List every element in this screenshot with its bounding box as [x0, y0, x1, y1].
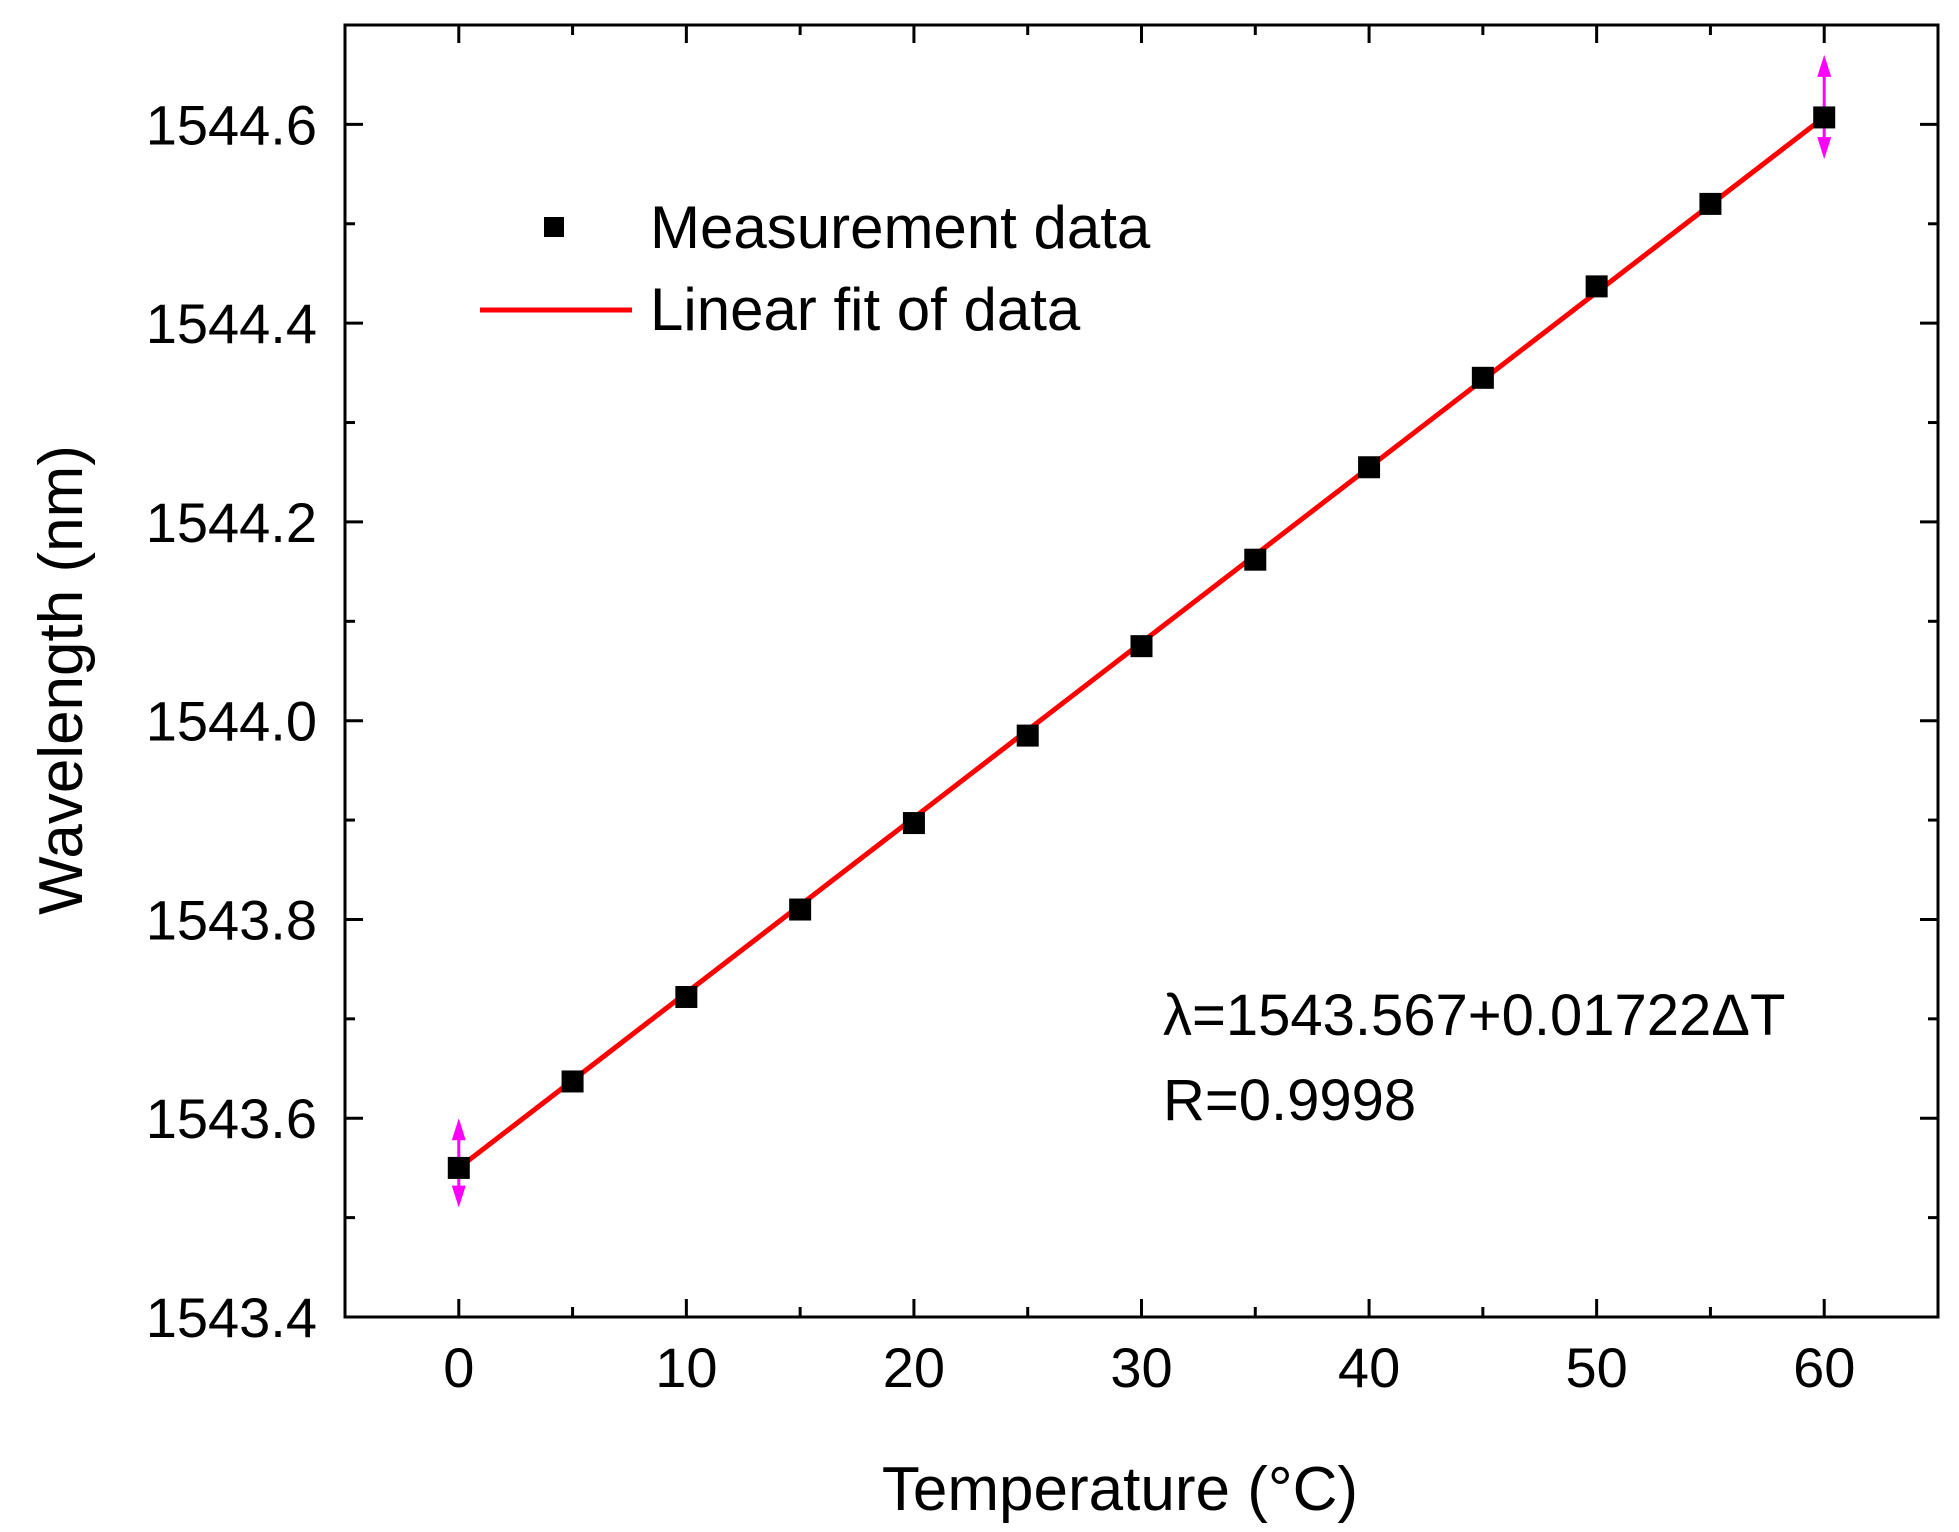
- x-tick-label: 50: [1565, 1336, 1627, 1399]
- data-point: [1585, 275, 1608, 298]
- x-tick-label: 10: [655, 1336, 717, 1399]
- data-point: [1244, 548, 1267, 571]
- data-point: [447, 1156, 470, 1179]
- points-layer: [447, 106, 1836, 1179]
- x-axis-title: Temperature (°C): [882, 1455, 1358, 1524]
- ticks: [343, 23, 1940, 1319]
- error-arrow-down: [451, 1185, 466, 1208]
- y-tick-label: 1543.8: [146, 888, 317, 951]
- data-point: [1699, 192, 1722, 215]
- x-tick-label: 30: [1110, 1336, 1172, 1399]
- legend-label-fit: Linear fit of data: [650, 276, 1081, 343]
- y-tick-label: 1544.0: [146, 690, 317, 753]
- data-point: [1358, 456, 1381, 479]
- legend-label-measurement: Measurement data: [650, 194, 1151, 261]
- fit-equation: λ=1543.567+0.01722ΔT: [1163, 983, 1785, 1048]
- error-arrow-up: [1817, 54, 1832, 77]
- data-point: [1813, 106, 1836, 129]
- x-tick-label: 20: [883, 1336, 945, 1399]
- y-axis-title: Wavelength (nm): [27, 445, 96, 915]
- y-tick-label: 1544.2: [146, 491, 317, 554]
- error-arrow-down: [1817, 137, 1832, 160]
- y-tick-label: 1544.4: [146, 292, 317, 355]
- data-point: [1016, 724, 1039, 747]
- r-value: R=0.9998: [1163, 1068, 1416, 1133]
- data-point: [1471, 366, 1494, 389]
- x-tick-label: 0: [443, 1336, 474, 1399]
- data-point: [789, 898, 812, 921]
- y-tick-label: 1544.6: [146, 93, 317, 156]
- legend-marker-measurement: [544, 217, 564, 237]
- y-tick-label: 1543.4: [146, 1286, 317, 1349]
- data-point: [1130, 635, 1153, 658]
- data-point: [902, 812, 925, 835]
- x-tick-label: 60: [1793, 1336, 1855, 1399]
- legend: Measurement data Linear fit of data: [480, 194, 1151, 343]
- y-tick-label: 1543.6: [146, 1087, 317, 1150]
- tick-labels: 0 10 20 30 40 50 60 1543.4 1543.6 1543.8 1544.0 154…: [146, 93, 1856, 1399]
- data-point: [675, 985, 698, 1008]
- x-tick-label: 40: [1338, 1336, 1400, 1399]
- data-point: [561, 1070, 584, 1093]
- error-arrow-up: [451, 1118, 466, 1141]
